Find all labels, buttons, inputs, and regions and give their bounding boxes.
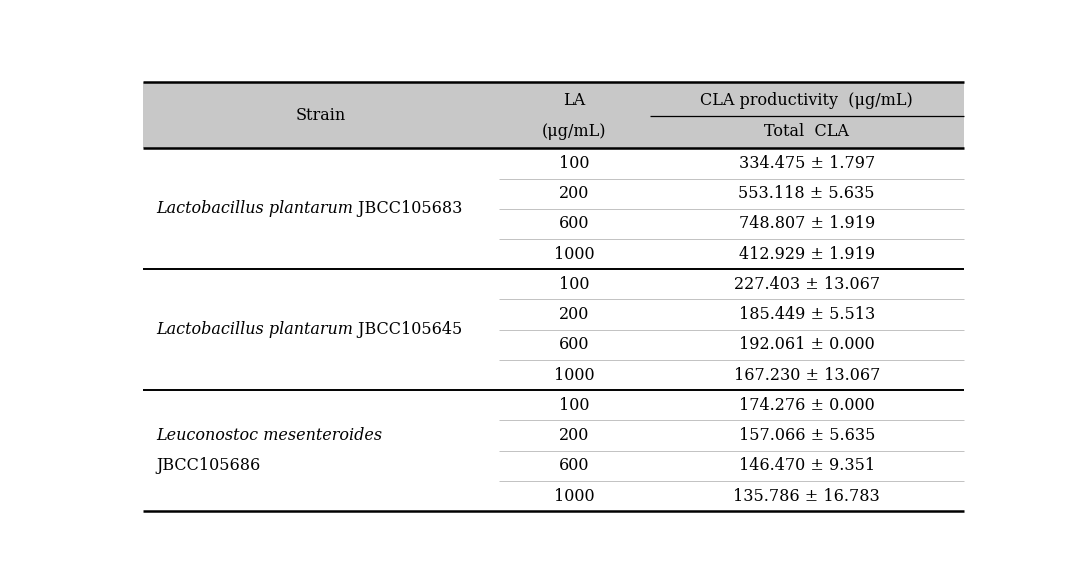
Text: Lactobacillus plantarum: Lactobacillus plantarum xyxy=(156,321,353,338)
Text: 135.786 ± 16.783: 135.786 ± 16.783 xyxy=(733,488,880,504)
Text: 200: 200 xyxy=(559,427,590,444)
Text: 192.061 ± 0.000: 192.061 ± 0.000 xyxy=(739,336,875,353)
Text: 157.066 ± 5.635: 157.066 ± 5.635 xyxy=(739,427,875,444)
Text: 146.470 ± 9.351: 146.470 ± 9.351 xyxy=(739,457,875,474)
Text: Leuconostoc mesenteroides: Leuconostoc mesenteroides xyxy=(156,427,382,444)
Text: 167.230 ± 13.067: 167.230 ± 13.067 xyxy=(733,366,880,383)
Text: 334.475 ± 1.797: 334.475 ± 1.797 xyxy=(739,155,875,172)
Text: 100: 100 xyxy=(559,155,590,172)
Text: CLA productivity  (μg/mL): CLA productivity (μg/mL) xyxy=(700,92,913,109)
Text: 185.449 ± 5.513: 185.449 ± 5.513 xyxy=(739,306,875,323)
Text: 174.276 ± 0.000: 174.276 ± 0.000 xyxy=(739,397,875,414)
Text: LA: LA xyxy=(564,92,585,109)
Text: 553.118 ± 5.635: 553.118 ± 5.635 xyxy=(739,185,875,202)
Text: 227.403 ± 13.067: 227.403 ± 13.067 xyxy=(733,276,880,293)
Text: 1000: 1000 xyxy=(554,488,595,504)
Text: 100: 100 xyxy=(559,276,590,293)
Text: JBCC105686: JBCC105686 xyxy=(156,457,260,474)
Text: Total  CLA: Total CLA xyxy=(765,123,849,140)
Text: 100: 100 xyxy=(559,397,590,414)
Text: 1000: 1000 xyxy=(554,245,595,262)
Text: 600: 600 xyxy=(559,336,590,353)
Bar xyxy=(144,82,963,149)
Text: 600: 600 xyxy=(559,215,590,232)
Text: Lactobacillus plantarum: Lactobacillus plantarum xyxy=(156,200,353,217)
Text: JBCC105645: JBCC105645 xyxy=(353,321,462,338)
Text: 200: 200 xyxy=(559,306,590,323)
Text: 600: 600 xyxy=(559,457,590,474)
Text: (μg/mL): (μg/mL) xyxy=(542,123,607,140)
Text: Strain: Strain xyxy=(296,106,347,123)
Text: 748.807 ± 1.919: 748.807 ± 1.919 xyxy=(739,215,875,232)
Text: 1000: 1000 xyxy=(554,366,595,383)
Text: 412.929 ± 1.919: 412.929 ± 1.919 xyxy=(739,245,875,262)
Text: 200: 200 xyxy=(559,185,590,202)
Text: JBCC105683: JBCC105683 xyxy=(353,200,462,217)
